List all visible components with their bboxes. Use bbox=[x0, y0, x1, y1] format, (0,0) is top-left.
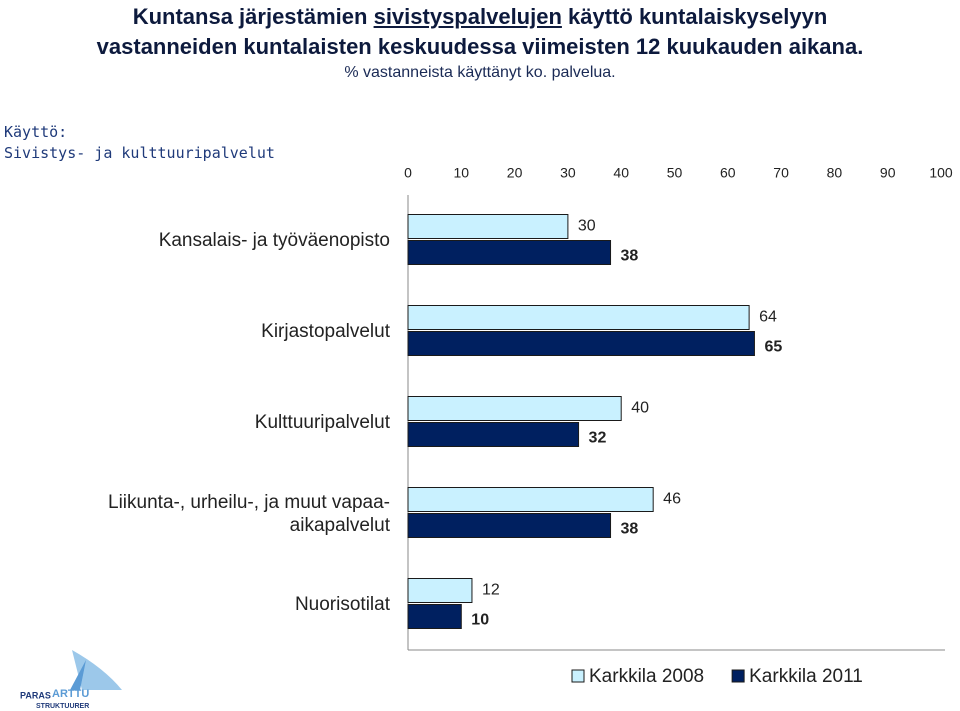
x-tick-label: 50 bbox=[667, 165, 683, 181]
x-tick-label: 80 bbox=[827, 165, 843, 181]
title-part: Kuntansa järjestämien bbox=[132, 4, 368, 29]
bar bbox=[407, 513, 612, 538]
legend-swatch bbox=[571, 669, 585, 683]
x-tick-label: 20 bbox=[507, 165, 523, 181]
x-tick-label: 90 bbox=[880, 165, 896, 181]
chart-title: Kuntansa järjestämien sivistyspalvelujen… bbox=[0, 2, 960, 62]
x-tick-label: 100 bbox=[929, 165, 953, 181]
x-tick-label: 70 bbox=[773, 165, 789, 181]
bar bbox=[407, 578, 473, 603]
x-tick-label: 0 bbox=[404, 165, 412, 181]
bar bbox=[407, 240, 612, 265]
category-label: Kansalais- ja työväenopisto bbox=[158, 230, 390, 251]
bar bbox=[407, 214, 569, 239]
x-tick-label: 60 bbox=[720, 165, 736, 181]
x-tick-label: 30 bbox=[560, 165, 576, 181]
value-label: 32 bbox=[589, 430, 607, 447]
logo-sail bbox=[72, 650, 122, 690]
bar bbox=[407, 422, 580, 447]
value-label: 12 bbox=[482, 582, 500, 599]
logo-sail bbox=[70, 660, 86, 690]
value-label: 40 bbox=[631, 400, 649, 417]
value-label: 46 bbox=[663, 491, 681, 508]
bar bbox=[407, 487, 654, 512]
x-tick-label: 40 bbox=[613, 165, 629, 181]
axis-heading-line: Sivistys- ja kulttuuripalvelut bbox=[4, 144, 275, 162]
value-label: 30 bbox=[578, 218, 596, 235]
category-label: Nuorisotilat bbox=[294, 594, 390, 615]
bar bbox=[407, 305, 750, 330]
logo-text: ARTTU bbox=[52, 688, 89, 700]
title-part: käyttö kuntalaiskyselyyn bbox=[568, 4, 828, 29]
logo-text: STRUKTUURER bbox=[36, 703, 89, 710]
x-tick-label: 10 bbox=[454, 165, 470, 181]
value-label: 65 bbox=[764, 339, 782, 356]
bar bbox=[407, 604, 462, 629]
value-label: 64 bbox=[759, 309, 777, 326]
legend-label: Karkkila 2008 bbox=[589, 666, 704, 687]
logo: PARAS ARTTU STRUKTUURER bbox=[20, 650, 122, 710]
chart-subtitle: % vastanneista käyttänyt ko. palvelua. bbox=[344, 64, 616, 81]
logo-text: PARAS bbox=[20, 690, 51, 700]
legend-swatch bbox=[731, 669, 745, 683]
category-label: Kirjastopalvelut bbox=[261, 321, 390, 342]
value-label: 10 bbox=[471, 612, 489, 629]
value-label: 38 bbox=[621, 521, 639, 538]
category-label: Kulttuuripalvelut bbox=[254, 412, 390, 433]
bar bbox=[407, 331, 755, 356]
bar bbox=[407, 396, 622, 421]
title-part: sivistyspalvelujen bbox=[373, 4, 562, 29]
value-label: 38 bbox=[621, 248, 639, 265]
axis-heading: Käyttö: Sivistys- ja kulttuuripalvelut bbox=[4, 122, 275, 164]
category-label: Liikunta-, urheilu-, ja muut vapaa- aika… bbox=[108, 491, 390, 536]
title-part: vastanneiden kuntalaisten keskuudessa vi… bbox=[96, 34, 864, 59]
legend-label: Karkkila 2011 bbox=[749, 666, 863, 687]
axis-heading-line: Käyttö: bbox=[4, 123, 68, 141]
